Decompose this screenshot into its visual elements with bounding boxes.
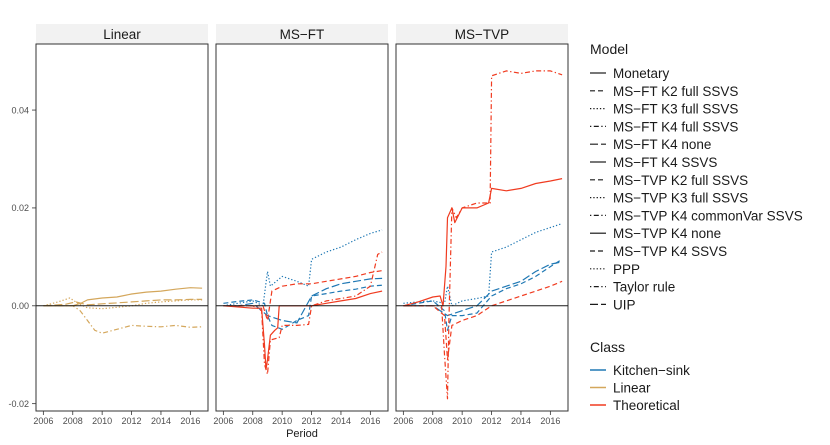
- legend-label-model: Monetary: [613, 66, 670, 81]
- legend-label-class: Linear: [613, 381, 651, 396]
- x-tick-label: 2014: [331, 416, 351, 426]
- y-tick-label: 0.00: [11, 301, 29, 311]
- panel-strip: [216, 24, 388, 44]
- panel-title: MS−FT: [280, 27, 325, 42]
- series-line: [403, 258, 563, 331]
- legend-label-model: MS−TVP K4 SSVS: [613, 244, 727, 259]
- legend-label-model: MS−TVP K3 full SSVS: [613, 191, 748, 206]
- legend-label-model: MS−FT K2 full SSVS: [613, 84, 738, 99]
- x-tick-label: 2008: [423, 416, 443, 426]
- panel-frame: [215, 43, 389, 412]
- y-tick-label: -0.02: [8, 399, 29, 409]
- series-line: [403, 70, 563, 400]
- series-line: [43, 298, 203, 307]
- legend-label-model: MS−FT K4 none: [613, 137, 711, 152]
- panel-strip: [396, 24, 568, 44]
- series-line: [223, 284, 383, 330]
- x-tick-label: 2008: [243, 416, 263, 426]
- series-line: [223, 229, 383, 307]
- legend-label-class: Theoretical: [613, 398, 680, 413]
- series-line: [403, 280, 563, 361]
- series-line: [223, 251, 383, 375]
- x-tick-label: 2016: [360, 416, 380, 426]
- panel-strip: [36, 24, 208, 44]
- series-line: [223, 290, 383, 370]
- legend-label-class: Kitchen−sink: [613, 363, 690, 378]
- series-line: [403, 178, 563, 307]
- x-tick-label: 2016: [180, 416, 200, 426]
- x-tick-label: 2010: [272, 416, 292, 426]
- legend-title-model: Model: [590, 41, 628, 57]
- x-tick-label: 2008: [63, 416, 83, 426]
- x-tick-label: 2006: [393, 416, 413, 426]
- legend-label-model: MS−TVP K4 none: [613, 226, 721, 241]
- y-tick-label: 0.02: [11, 203, 29, 213]
- x-tick-label: 2006: [213, 416, 233, 426]
- series-line: [403, 223, 563, 307]
- series-line: [223, 277, 383, 324]
- x-tick-label: 2012: [302, 416, 322, 426]
- series-line: [43, 305, 203, 334]
- panel-title: MS−TVP: [455, 27, 509, 42]
- legend-label-model: MS−FT K4 SSVS: [613, 155, 717, 170]
- legend-title-class: Class: [590, 339, 625, 355]
- y-tick-label: 0.04: [11, 105, 29, 115]
- x-tick-label: 2010: [92, 416, 112, 426]
- legend-label-model: Taylor rule: [613, 280, 675, 295]
- x-tick-label: 2012: [482, 416, 502, 426]
- x-tick-label: 2010: [452, 416, 472, 426]
- legend-label-model: MS−FT K3 full SSVS: [613, 102, 738, 117]
- x-tick-label: 2014: [511, 416, 531, 426]
- legend-label-model: PPP: [613, 262, 640, 277]
- legend-label-model: UIP: [613, 297, 636, 312]
- x-tick-label: 2016: [540, 416, 560, 426]
- series-line: [223, 270, 383, 322]
- legend-label-model: MS−TVP K4 commonVar SSVS: [613, 208, 803, 223]
- series-line: [43, 297, 203, 310]
- legend-label-model: MS−TVP K2 full SSVS: [613, 173, 748, 188]
- x-axis-title: Period: [286, 428, 318, 440]
- panel-frame: [35, 43, 209, 412]
- x-tick-label: 2012: [122, 416, 142, 426]
- x-tick-label: 2014: [151, 416, 171, 426]
- panel-title: Linear: [103, 27, 141, 42]
- x-tick-label: 2006: [33, 416, 53, 426]
- legend-label-model: MS−FT K4 full SSVS: [613, 119, 738, 134]
- panel-frame: [395, 43, 569, 412]
